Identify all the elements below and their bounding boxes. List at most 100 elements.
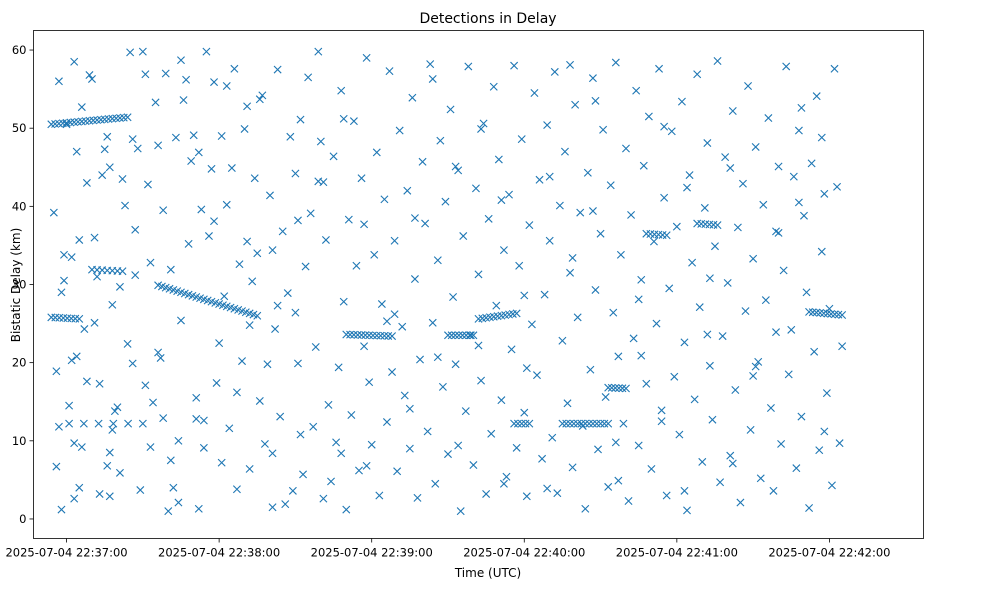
data-point-track-f	[346, 330, 355, 339]
data-point-track-n	[604, 383, 613, 392]
data-point	[522, 364, 531, 373]
data-point	[456, 507, 465, 516]
data-point	[474, 341, 483, 350]
data-point-track-j	[600, 419, 609, 428]
data-point	[683, 183, 692, 192]
data-point	[774, 162, 783, 171]
data-point-track-j	[588, 419, 597, 428]
data-point	[90, 318, 99, 327]
data-point	[759, 200, 768, 209]
data-point	[566, 60, 575, 69]
data-point	[334, 363, 343, 372]
data-point	[492, 301, 501, 310]
data-point	[276, 412, 285, 421]
data-point	[199, 416, 208, 425]
data-point	[703, 139, 712, 148]
data-point	[410, 275, 419, 284]
data-point	[568, 253, 577, 262]
data-point	[571, 100, 580, 109]
data-point	[357, 174, 366, 183]
data-point	[382, 317, 391, 326]
data-point	[314, 47, 323, 56]
data-point-track-a	[123, 113, 132, 122]
data-point	[370, 250, 379, 259]
data-point-track-f	[365, 331, 374, 340]
data-point-track-i	[510, 419, 519, 428]
data-point	[543, 121, 552, 130]
data-point	[499, 479, 508, 488]
data-point-track-g	[443, 331, 452, 340]
data-point	[210, 217, 219, 226]
data-point	[248, 277, 257, 286]
data-point	[225, 424, 234, 433]
data-point	[169, 483, 178, 492]
data-point	[716, 478, 725, 487]
data-point-track-g	[447, 331, 456, 340]
y-axis-ticks: 0 10 20 30 40 50 60	[12, 43, 34, 526]
data-point	[558, 336, 567, 345]
data-point	[286, 132, 295, 141]
data-point	[466, 331, 475, 340]
data-point	[535, 175, 544, 184]
data-point	[243, 237, 252, 246]
data-point	[288, 486, 297, 495]
data-point	[820, 427, 829, 436]
data-point	[339, 297, 348, 306]
data-point-track-f	[388, 332, 397, 341]
data-point	[80, 325, 89, 334]
data-point	[802, 288, 811, 297]
data-point	[316, 137, 325, 146]
data-point	[680, 338, 689, 347]
data-point	[591, 285, 600, 294]
data-point-track-l	[823, 309, 832, 318]
data-point	[118, 175, 127, 183]
data-point	[332, 438, 341, 447]
data-point	[154, 141, 163, 150]
data-point	[606, 181, 615, 190]
data-point	[321, 235, 330, 244]
data-point-track-j	[562, 419, 571, 428]
data-point	[405, 444, 414, 453]
data-point-track-f	[384, 331, 393, 340]
data-point	[621, 144, 630, 153]
data-point	[141, 70, 150, 79]
data-point-track-i	[521, 419, 530, 428]
data-point	[540, 290, 549, 299]
data-point	[314, 177, 323, 186]
data-point-track-n	[607, 383, 616, 392]
data-point	[60, 250, 69, 259]
data-point	[499, 246, 508, 255]
data-point	[548, 433, 557, 442]
data-point	[487, 429, 496, 438]
data-point	[151, 98, 160, 107]
data-point	[497, 396, 506, 405]
data-point	[685, 171, 694, 180]
data-point	[146, 258, 155, 267]
data-point	[619, 419, 628, 428]
data-point-track-l	[838, 310, 847, 319]
data-point	[662, 491, 671, 500]
data-point-track-k	[713, 221, 722, 230]
data-point	[70, 439, 79, 448]
data-point	[718, 332, 727, 341]
data-point	[665, 284, 674, 293]
data-point	[772, 328, 781, 337]
data-point-track-b	[118, 267, 127, 276]
data-point	[227, 164, 236, 173]
data-point-track-e	[65, 419, 74, 428]
data-point	[166, 265, 175, 274]
data-point	[393, 467, 402, 476]
data-point	[70, 494, 79, 503]
data-point	[77, 443, 86, 452]
data-point	[141, 381, 150, 390]
data-point	[527, 320, 536, 329]
data-point	[113, 403, 122, 412]
data-point	[278, 227, 287, 236]
data-point	[744, 82, 753, 90]
data-point	[115, 468, 124, 477]
data-point	[779, 266, 788, 275]
x-tick-label: 2025-07-04 22:38:00	[158, 546, 280, 560]
data-point	[838, 342, 847, 351]
data-point	[268, 246, 277, 255]
